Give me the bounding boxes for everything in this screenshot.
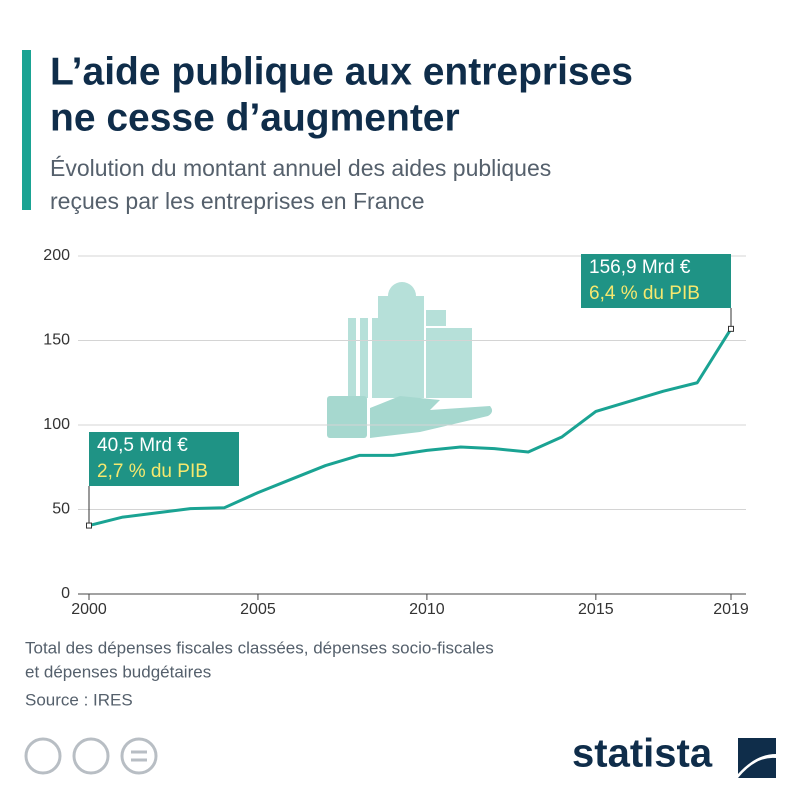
point-marker xyxy=(728,325,734,332)
x-tick-label: 2015 xyxy=(578,601,614,618)
footnote-line-1: Total des dépenses fiscales classées, dé… xyxy=(25,638,494,657)
annotation-box xyxy=(581,254,731,308)
data-line xyxy=(88,328,733,528)
accent-bar xyxy=(22,50,31,210)
annotation-value: 40,5 Mrd € xyxy=(97,435,188,456)
plot-area: 0 50 100 150 200 2000 2005 2010 2015 2019 40,5 Mrd… xyxy=(43,247,749,618)
y-tick-label: 0 xyxy=(61,585,70,602)
annotation-share: 6,4 % du PIB xyxy=(589,283,700,304)
y-tick-label: 100 xyxy=(43,416,70,433)
subtitle-line-2: reçues par les entreprises en France xyxy=(50,188,425,214)
point-marker xyxy=(86,522,92,529)
brand: statista xyxy=(572,732,713,776)
subtitle-line-1: Évolution du montant annuel des aides pu… xyxy=(50,155,551,181)
x-tick-label: 2019 xyxy=(713,601,749,618)
x-tick-label: 2010 xyxy=(409,601,445,618)
annotation-box xyxy=(89,432,239,486)
y-tick-label: 150 xyxy=(43,332,70,349)
source: Source : IRES xyxy=(25,690,133,709)
footnote-line-2: et dépenses budgétaires xyxy=(25,662,211,681)
annotation-value: 156,9 Mrd € xyxy=(589,257,691,278)
brand-logo xyxy=(738,738,776,778)
illustration xyxy=(327,282,493,438)
x-tick-label: 2005 xyxy=(240,601,276,618)
y-tick-label: 200 xyxy=(43,247,70,264)
chart-title-line-1: L’aide publique aux entreprises xyxy=(50,50,633,93)
x-tick-label: 2000 xyxy=(71,601,107,618)
annotation-share: 2,7 % du PIB xyxy=(97,461,208,482)
y-tick-label: 50 xyxy=(52,501,70,518)
license-icons xyxy=(24,737,158,775)
chart-title-line-2: ne cesse d’augmenter xyxy=(50,96,460,139)
